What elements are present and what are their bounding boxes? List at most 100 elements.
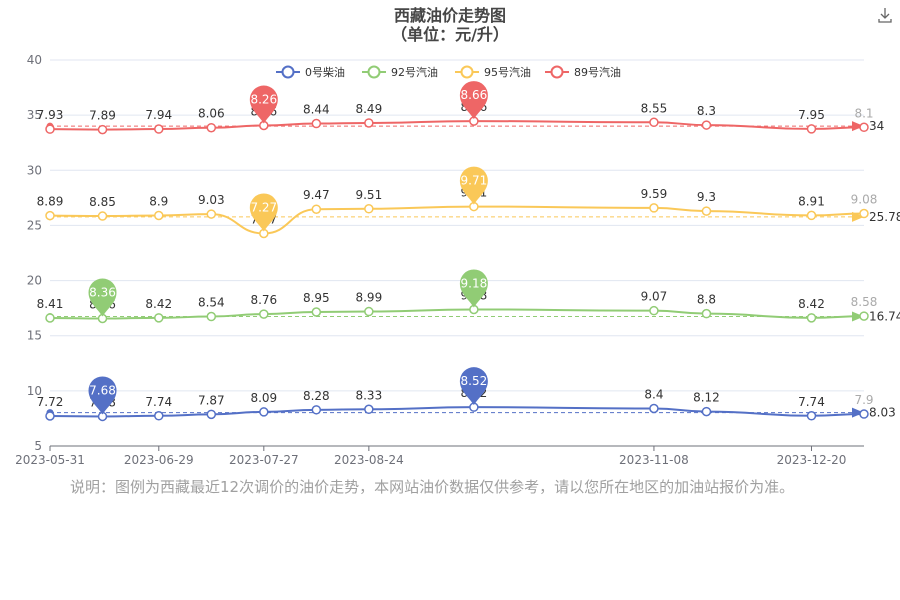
data-point	[45, 313, 55, 323]
pin-marker	[459, 269, 488, 308]
pin-marker	[459, 81, 488, 120]
legend-label: 0号柴油	[305, 65, 345, 79]
x-tick-label: 2023-06-29	[124, 453, 194, 467]
pin-label: 7.68	[89, 383, 116, 397]
pin-label: 7.27	[250, 200, 277, 214]
legend-label: 92号汽油	[391, 65, 438, 79]
data-label: 8.44	[303, 103, 330, 117]
pin-label: 9.18	[461, 276, 488, 290]
data-point	[154, 210, 164, 221]
data-label: 8.91	[798, 194, 825, 208]
data-point	[806, 210, 817, 221]
average-label: 16.74	[869, 310, 900, 324]
series-line	[49, 120, 865, 131]
data-label: 8.9	[149, 195, 168, 209]
pin-marker	[249, 85, 278, 124]
data-point	[206, 311, 217, 322]
data-point	[806, 124, 817, 134]
data-label: 8.28	[303, 389, 330, 403]
data-label: 7.74	[145, 395, 172, 409]
data-point	[701, 308, 712, 319]
pin-label: 8.26	[250, 93, 277, 107]
data-label: 7.89	[89, 109, 116, 123]
chart-note: 说明：图例为西藏最近12次调价的油价走势，本网站油价数据仅供参考，请以您所在地区…	[70, 478, 795, 496]
data-label: 9.07	[641, 290, 668, 304]
chart-title-block: 西藏油价走势图 （单位：元/升）	[0, 6, 900, 44]
data-point	[45, 210, 55, 221]
y-tick-label: 40	[27, 53, 42, 67]
data-point	[701, 120, 712, 130]
data-point	[364, 306, 374, 317]
pin-marker	[459, 367, 488, 406]
data-label: 7.74	[798, 395, 825, 409]
data-label: 9.03	[198, 193, 225, 207]
data-point	[97, 211, 108, 221]
data-point	[649, 403, 659, 414]
data-label: 8.3	[697, 104, 716, 118]
data-label: 7.72	[37, 395, 64, 409]
legend-marker	[367, 65, 381, 79]
data-point	[701, 406, 712, 417]
data-point	[649, 117, 659, 128]
pin-label: 8.66	[461, 88, 488, 102]
pin-label: 8.36	[89, 286, 116, 300]
download-icon[interactable]	[876, 6, 894, 24]
data-label: 7.94	[145, 108, 172, 122]
legend-marker	[281, 65, 295, 79]
data-point	[311, 204, 322, 214]
data-label: 9.3	[697, 190, 716, 204]
data-label: 8.95	[303, 291, 330, 305]
y-tick-label: 20	[27, 274, 42, 288]
data-point	[154, 313, 164, 323]
y-tick-label: 5	[34, 439, 42, 453]
y-tick-label: 25	[27, 218, 42, 232]
legend-marker	[460, 65, 474, 79]
average-arrow	[852, 121, 864, 132]
data-label: 8.8	[697, 293, 716, 307]
data-label: 8.58	[851, 295, 878, 309]
pin-label: 9.71	[461, 174, 488, 188]
y-tick-label: 15	[27, 329, 42, 343]
data-label: 8.41	[37, 297, 64, 311]
data-label: 8.33	[355, 388, 382, 402]
data-label: 8.54	[198, 296, 225, 310]
download-icon-glyph	[878, 8, 892, 23]
data-point	[859, 409, 869, 419]
data-label: 7.9	[854, 393, 873, 407]
data-point	[859, 311, 869, 321]
average-label: 25.78	[869, 210, 900, 224]
chart-subtitle: （单位：元/升）	[391, 25, 509, 44]
data-point	[859, 208, 869, 219]
average-label: 34	[869, 119, 884, 133]
data-point	[649, 305, 659, 316]
legend-marker	[550, 65, 564, 79]
data-point	[154, 411, 164, 421]
data-label: 8.49	[355, 102, 382, 116]
data-point	[206, 209, 217, 219]
data-point	[806, 313, 817, 323]
data-label: 8.12	[693, 391, 720, 405]
data-label: 7.93	[37, 108, 64, 122]
data-point	[649, 203, 659, 213]
x-tick-label: 2023-11-08	[619, 453, 689, 467]
y-tick-label: 10	[27, 384, 42, 398]
data-label: 8.42	[145, 297, 172, 311]
x-tick-label: 2023-07-27	[229, 453, 299, 467]
y-tick-label: 35	[27, 108, 42, 122]
legend-label: 95号汽油	[484, 65, 531, 79]
data-point	[259, 407, 269, 417]
data-point	[859, 122, 869, 133]
data-point	[154, 124, 164, 134]
data-point	[364, 118, 374, 128]
data-point	[97, 124, 108, 135]
data-point	[206, 122, 217, 133]
data-label: 8.4	[644, 388, 663, 402]
data-point	[45, 124, 55, 134]
data-label: 9.51	[355, 188, 382, 202]
data-point	[259, 309, 269, 319]
x-tick-label: 2023-08-24	[334, 453, 404, 467]
data-label: 8.42	[798, 297, 825, 311]
data-point	[45, 411, 55, 421]
